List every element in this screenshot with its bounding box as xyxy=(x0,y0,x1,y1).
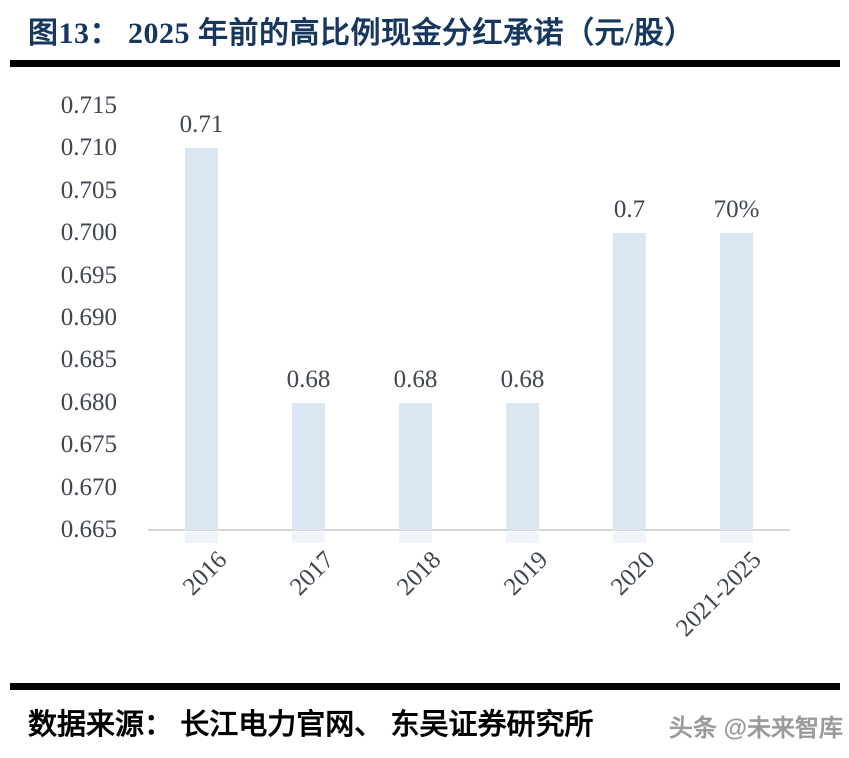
bar-reflection xyxy=(613,532,646,543)
y-axis-tick-label: 0.710 xyxy=(60,134,117,162)
y-axis-tick-label: 0.675 xyxy=(60,431,117,459)
bar-value-label: 0.68 xyxy=(500,365,545,393)
bar-value-label: 70% xyxy=(713,196,760,224)
figure-title: 图13： 2025 年前的高比例现金分红承诺（元/股） xyxy=(28,17,695,50)
x-axis-label: 2017 xyxy=(284,546,339,601)
y-axis-tick-label: 0.680 xyxy=(60,388,117,416)
x-axis-label: 2019 xyxy=(498,546,553,601)
bar-value-label: 0.7 xyxy=(613,196,646,224)
bar xyxy=(720,233,753,530)
x-axis-label: 2020 xyxy=(605,546,660,601)
x-axis-line xyxy=(148,529,790,531)
title-divider xyxy=(10,60,840,67)
y-axis-tick-label: 0.690 xyxy=(60,304,117,331)
bar xyxy=(613,233,646,530)
bar-reflection xyxy=(720,532,753,543)
x-axis-label: 2021-2025 xyxy=(671,546,767,642)
watermark-text: 头条 @未来智库 xyxy=(668,715,843,742)
y-axis-tick-label: 0.705 xyxy=(60,176,117,204)
x-axis-label: 2018 xyxy=(391,546,446,601)
bar-reflection xyxy=(292,532,325,543)
bar-value-label: 0.71 xyxy=(179,111,224,139)
y-axis-tick-label: 0.685 xyxy=(60,346,117,374)
y-axis-tick-label: 0.700 xyxy=(60,219,117,247)
data-source-text: 数据来源： 长江电力官网、 东吴证券研究所 xyxy=(28,709,594,741)
bar xyxy=(185,148,218,530)
bar-reflection xyxy=(185,532,218,543)
bar xyxy=(399,402,432,530)
x-axis-label: 2016 xyxy=(177,546,232,601)
bar-reflection xyxy=(399,532,432,543)
footer-divider xyxy=(10,683,840,690)
bar xyxy=(506,402,539,530)
bar-value-label: 0.68 xyxy=(286,365,331,393)
y-axis-tick-label: 0.665 xyxy=(60,516,117,543)
y-axis-tick-label: 0.695 xyxy=(60,261,117,289)
bar-value-label: 0.68 xyxy=(393,365,438,393)
y-axis-tick-label: 0.670 xyxy=(60,473,117,501)
bar-reflection xyxy=(506,532,539,543)
bar xyxy=(292,402,325,530)
y-axis-tick-label: 0.715 xyxy=(60,92,117,119)
